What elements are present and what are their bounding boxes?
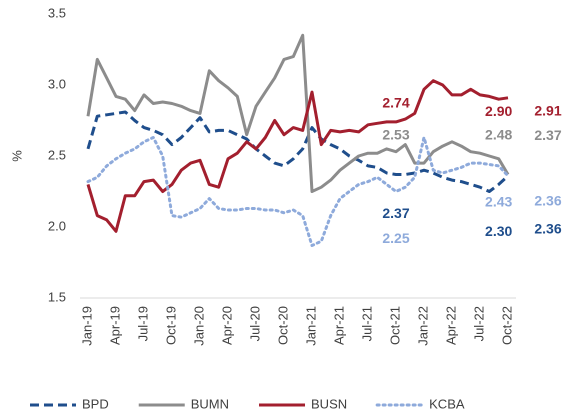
- y-tick-label: 2.0: [48, 218, 66, 233]
- legend-label: BUSN: [311, 396, 347, 411]
- x-tick-label: Oct-21: [387, 306, 402, 345]
- series-line: [86, 110, 510, 193]
- series-line: [86, 136, 510, 247]
- legend-label: BPD: [82, 396, 109, 411]
- x-tick-label: Jan-21: [303, 306, 318, 346]
- y-tick-label: 3.0: [48, 76, 66, 91]
- x-tick-label: Jul-19: [135, 306, 150, 341]
- value-label: 2.53: [382, 126, 409, 142]
- x-tick-label: Jan-19: [79, 306, 94, 346]
- x-tick-label: Oct-19: [163, 306, 178, 345]
- value-label: 2.37: [382, 205, 409, 221]
- legend-label: BUMN: [191, 396, 229, 411]
- value-label: 2.43: [485, 194, 512, 210]
- x-tick-label: Jul-21: [359, 306, 374, 341]
- series-line: [86, 79, 509, 233]
- x-tick-label: Oct-20: [275, 306, 290, 345]
- x-tick-label: Jul-20: [247, 306, 262, 341]
- y-axis-label: %: [9, 150, 24, 162]
- value-label: 2.36: [534, 221, 561, 237]
- value-label: 2.74: [382, 95, 409, 111]
- value-label: 2.25: [382, 230, 409, 246]
- x-tick-label: Jan-20: [191, 306, 206, 346]
- x-tick-label: Apr-21: [331, 306, 346, 345]
- x-tick-label: Apr-22: [443, 306, 458, 345]
- y-tick-label: 3.5: [48, 5, 66, 20]
- value-label: 2.30: [485, 223, 512, 239]
- value-label: 2.37: [534, 127, 561, 143]
- x-tick-label: Jul-22: [471, 306, 486, 341]
- x-tick-label: Jan-22: [415, 306, 430, 346]
- y-tick-label: 1.5: [48, 289, 66, 304]
- value-label: 2.91: [534, 102, 561, 118]
- x-tick-label: Oct-22: [499, 306, 514, 345]
- value-label: 2.36: [534, 193, 561, 209]
- series-line: [86, 33, 510, 193]
- x-tick-label: Apr-19: [107, 306, 122, 345]
- value-label: 2.90: [485, 103, 512, 119]
- x-tick-label: Apr-20: [219, 306, 234, 345]
- y-tick-label: 2.5: [48, 147, 66, 162]
- value-label: 2.48: [485, 127, 512, 143]
- legend-label: KCBA: [429, 396, 465, 411]
